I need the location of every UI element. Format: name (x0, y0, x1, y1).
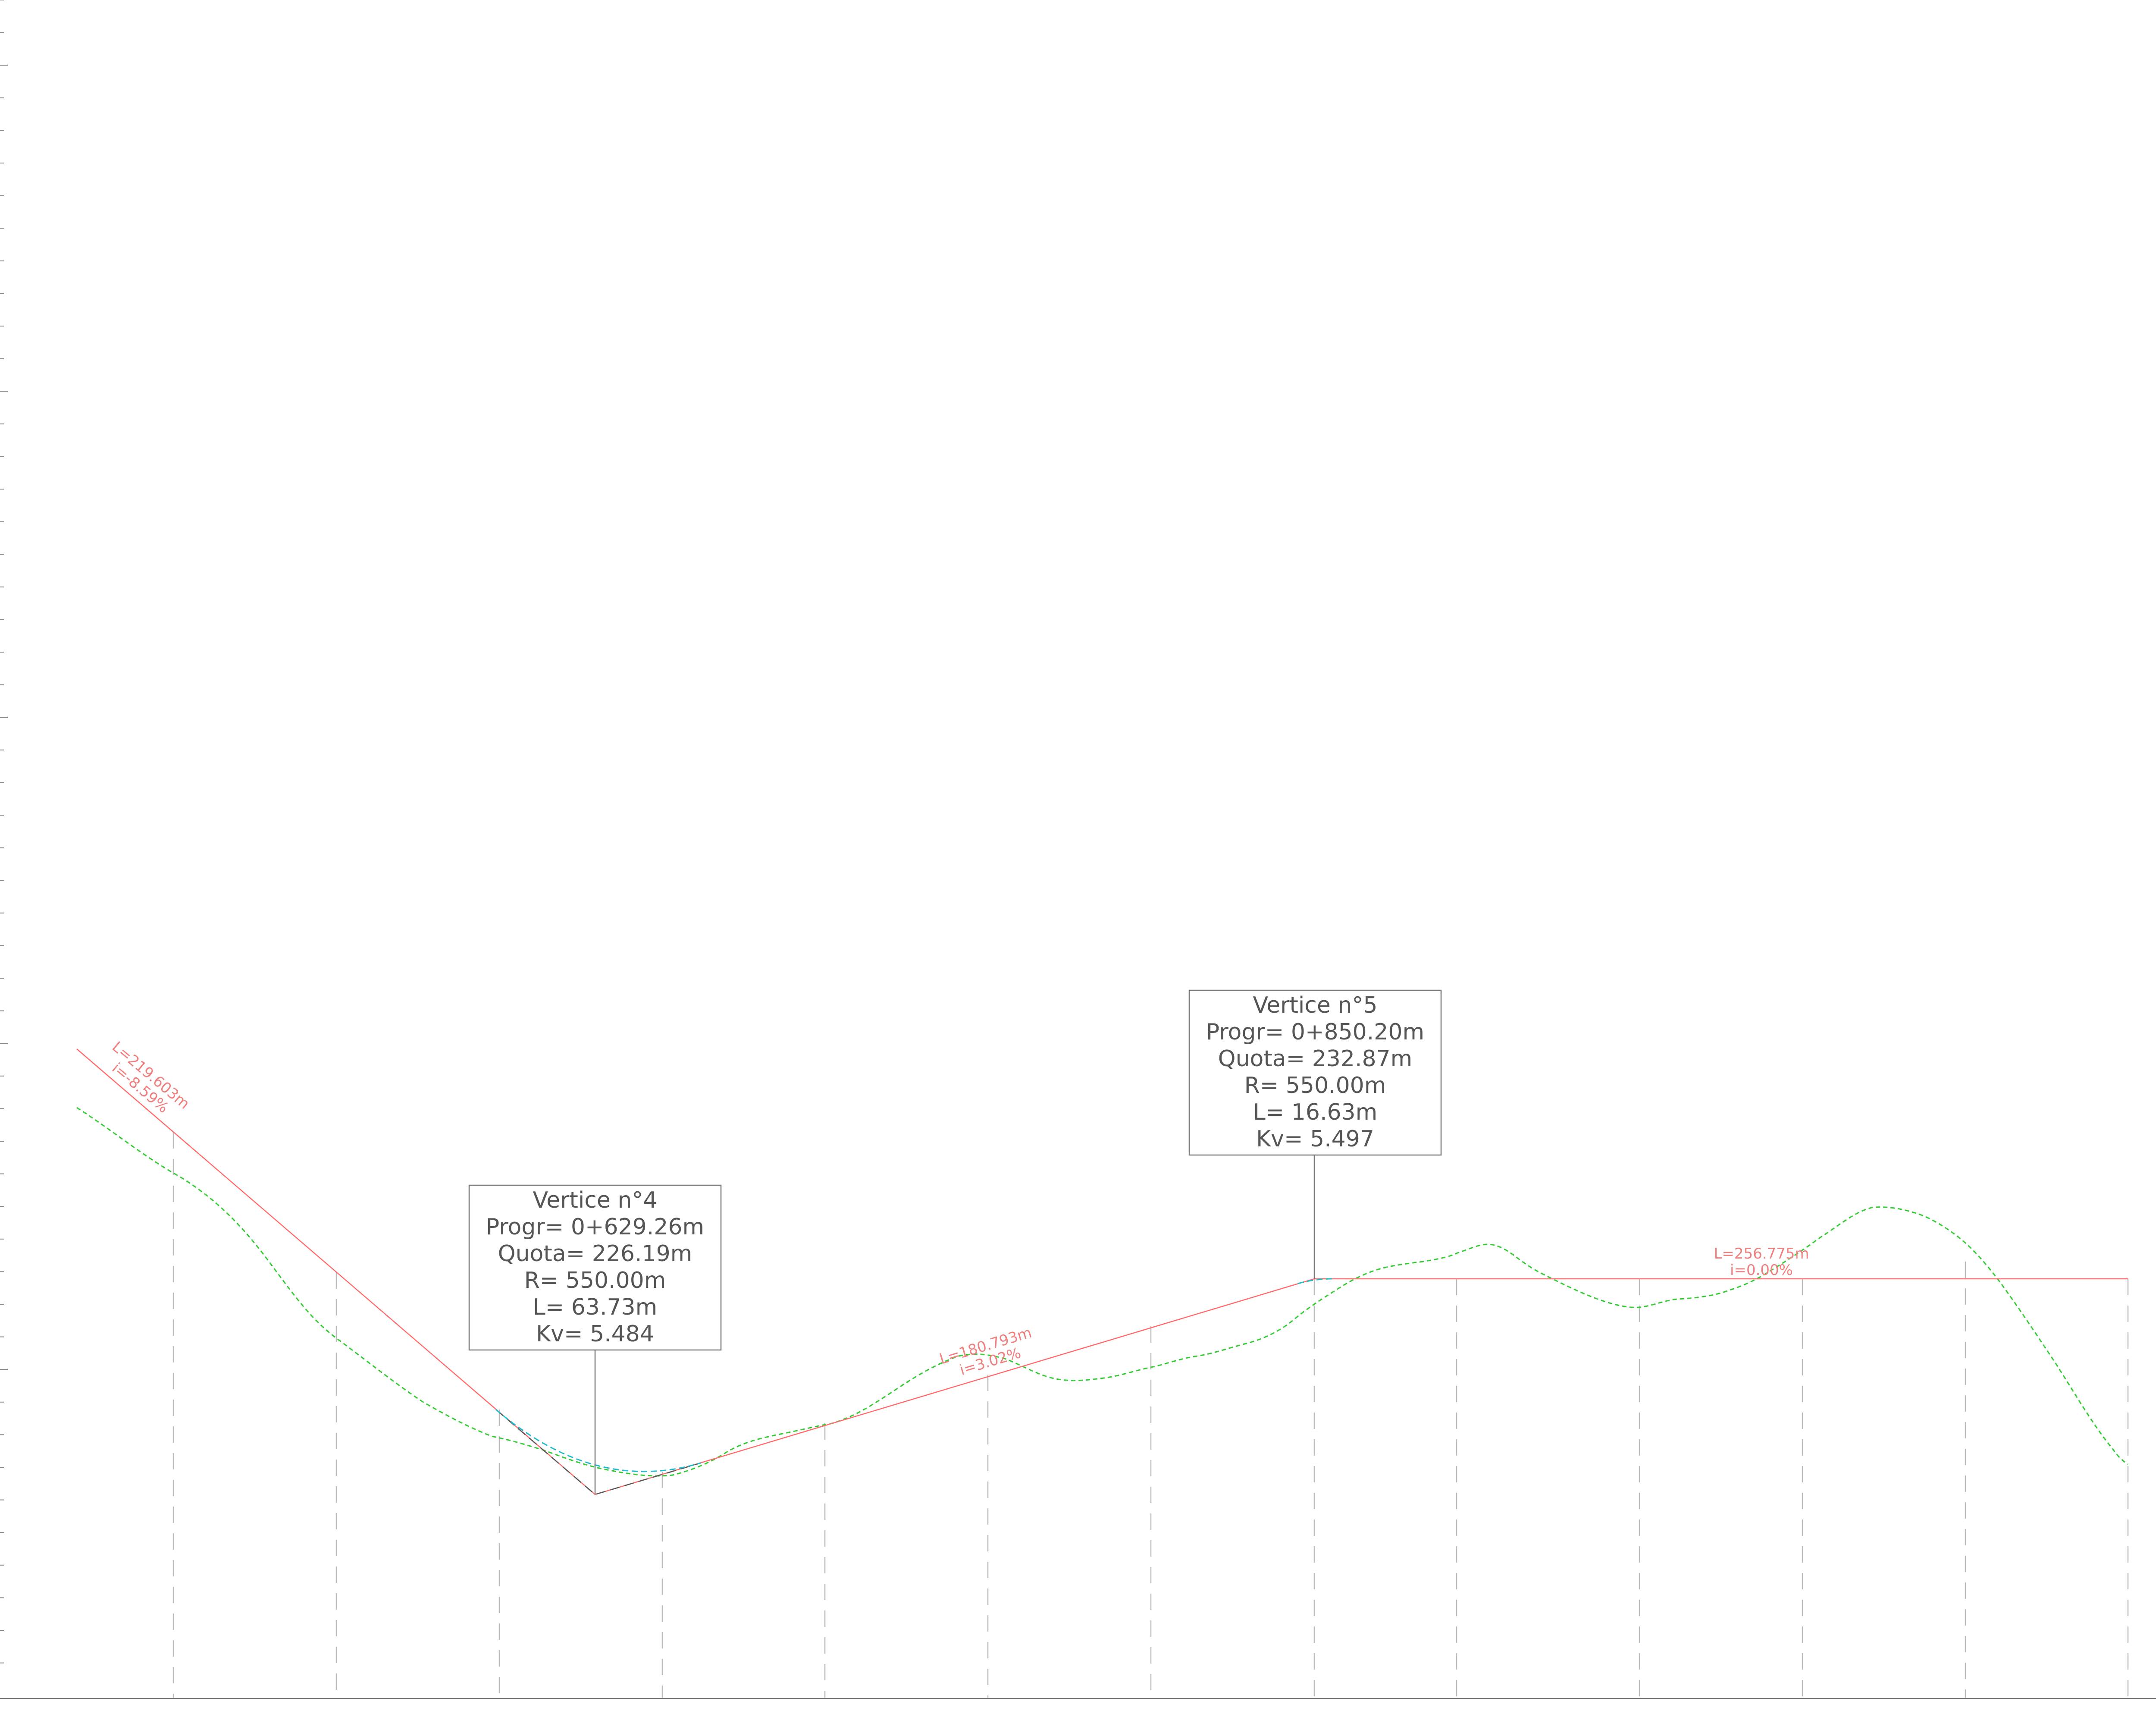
left-elevation-ruler (0, 0, 8, 1664)
vertex-5-progressive: Progr= 0+850.20m (1206, 1019, 1424, 1045)
segment-3-label: L=256.775m i=0.00% (1714, 1245, 1809, 1279)
segment-2-label: L=180.793m i=3.02% (937, 1324, 1034, 1379)
vertex-5-kv: Kv= 5.497 (1256, 1126, 1374, 1152)
vertex-5-elevation: Quota= 232.87m (1218, 1046, 1413, 1072)
vertex-4-title: Vertice n°4 (533, 1187, 658, 1213)
terrain-profile-line (76, 1107, 2128, 1477)
vertex-4-elevation: Quota= 226.19m (498, 1241, 693, 1267)
segment-3-slope: i=0.00% (1730, 1262, 1793, 1279)
vertex-5-info-box: Vertice n°5 Progr= 0+850.20m Quota= 232.… (1188, 989, 1442, 1156)
vertex-4-kv: Kv= 5.484 (536, 1321, 654, 1347)
vertex-5-length: L= 16.63m (1253, 1099, 1378, 1125)
vertex-5-radius: R= 550.00m (1244, 1073, 1386, 1099)
vertex-5-title: Vertice n°5 (1253, 992, 1378, 1018)
segment-3-length: L=256.775m (1714, 1245, 1809, 1262)
vertex-5-vertical-curve (1297, 1278, 1333, 1284)
vertex-4-length: L= 63.73m (533, 1294, 658, 1320)
vertex-4-info-box: Vertice n°4 Progr= 0+629.26m Quota= 226.… (468, 1184, 722, 1351)
vertex-4-radius: R= 550.00m (524, 1268, 666, 1293)
vertex-4-progressive: Progr= 0+629.26m (486, 1214, 704, 1240)
vertex-4-vertical-curve (495, 1409, 701, 1472)
station-gridlines (172, 1132, 2129, 1698)
design-grade-line (76, 1048, 2128, 1495)
